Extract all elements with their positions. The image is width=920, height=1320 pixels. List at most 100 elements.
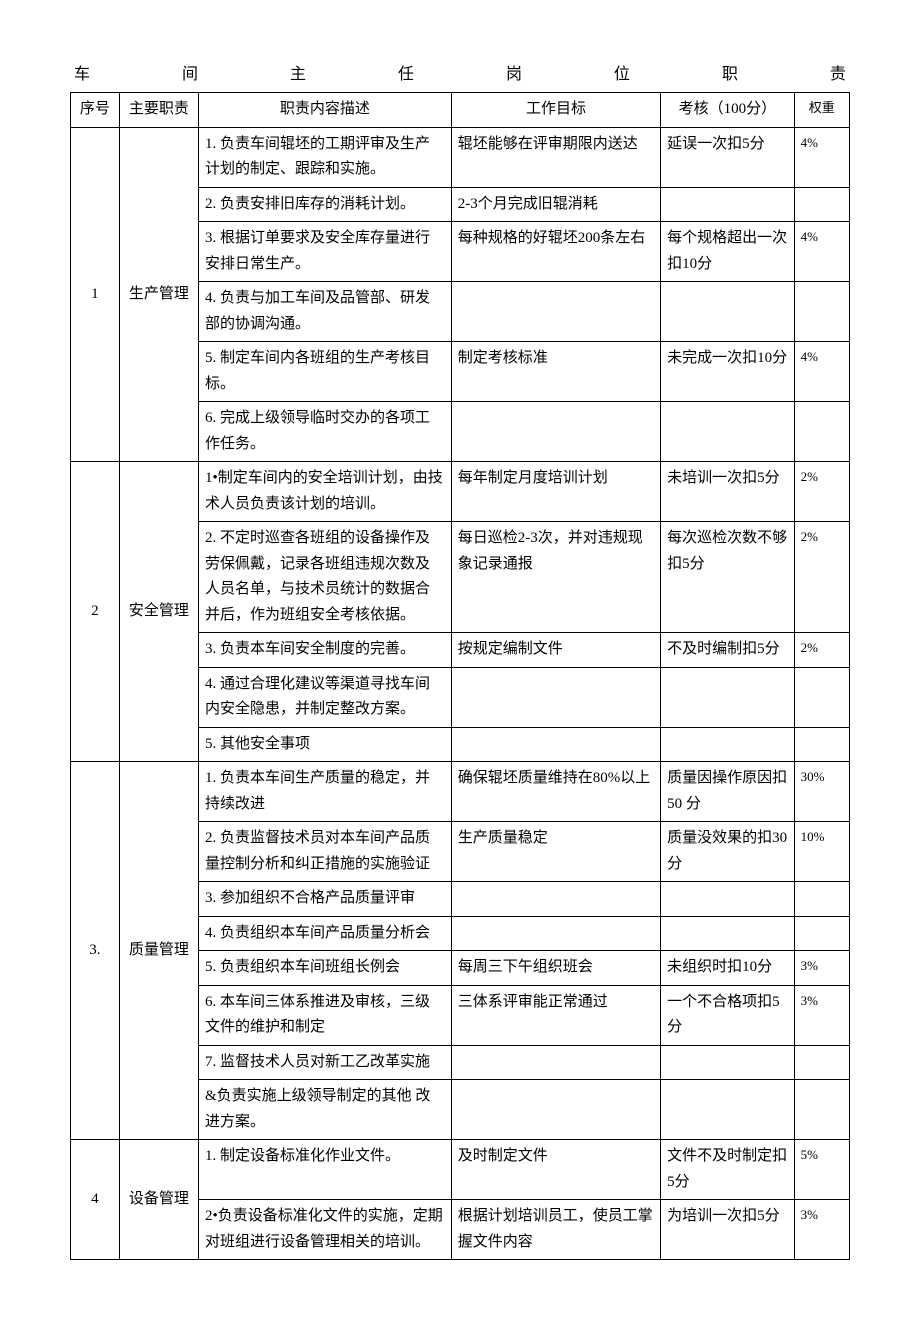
title-char: 间 [182,60,198,84]
cell-weight [794,1080,849,1140]
cell-desc: 5. 负责组织本车间班组长例会 [199,951,452,986]
cell-desc: 4. 负责组织本车间产品质量分析会 [199,916,452,951]
cell-goal: 根据计划培训员工，使员工掌握文件内容 [451,1200,660,1260]
header-score: 考核（100分） [661,93,794,128]
cell-weight: 2% [794,462,849,522]
cell-desc: 1. 负责本车间生产质量的稳定，并持续改进 [199,762,452,822]
cell-weight [794,1045,849,1080]
cell-weight [794,402,849,462]
cell-desc: 1. 制定设备标准化作业文件。 [199,1140,452,1200]
cell-desc: 2•负责设备标准化文件的实施，定期对班组进行设备管理相关的培训。 [199,1200,452,1260]
cell-score: 质量没效果的扣30分 [661,822,794,882]
title-char: 职 [722,60,738,84]
cell-duty: 质量管理 [119,762,198,1140]
cell-weight: 4% [794,342,849,402]
cell-weight: 3% [794,985,849,1045]
header-desc: 职责内容描述 [199,93,452,128]
cell-duty: 设备管理 [119,1140,198,1260]
cell-weight: 4% [794,127,849,187]
header-goal: 工作目标 [451,93,660,128]
table-row: 4设备管理1. 制定设备标准化作业文件。及时制定文件文件不及时制定扣5分5% [71,1140,850,1200]
cell-score [661,667,794,727]
cell-idx: 1 [71,127,120,462]
cell-goal: 2-3个月完成旧辊消耗 [451,187,660,222]
cell-goal: 每日巡检2-3次，并对违规现象记录通报 [451,522,660,633]
cell-score: 一个不合格项扣5分 [661,985,794,1045]
cell-weight [794,667,849,727]
header-duty: 主要职责 [119,93,198,128]
cell-goal: 确保辊坯质量维持在80%以上 [451,762,660,822]
cell-goal: 及时制定文件 [451,1140,660,1200]
cell-weight: 3% [794,1200,849,1260]
cell-desc: 7. 监督技术人员对新工乙改革实施 [199,1045,452,1080]
cell-score: 延误一次扣5分 [661,127,794,187]
cell-goal: 每周三下午组织班会 [451,951,660,986]
cell-weight [794,882,849,917]
cell-goal [451,282,660,342]
cell-duty: 安全管理 [119,462,198,762]
cell-goal [451,727,660,762]
header-weight: 权重 [794,93,849,128]
cell-weight: 4% [794,222,849,282]
cell-weight: 10% [794,822,849,882]
cell-desc: 3. 参加组织不合格产品质量评审 [199,882,452,917]
cell-duty: 生产管理 [119,127,198,462]
cell-desc: 6. 本车间三体系推进及审核，三级文件的维护和制定 [199,985,452,1045]
cell-goal [451,1080,660,1140]
cell-weight: 5% [794,1140,849,1200]
cell-weight [794,727,849,762]
cell-desc: 3. 负责本车间安全制度的完善。 [199,633,452,668]
title-char: 车 [74,60,90,84]
cell-goal: 三体系评审能正常通过 [451,985,660,1045]
cell-desc: 5. 制定车间内各班组的生产考核目标。 [199,342,452,402]
cell-desc: 5. 其他安全事项 [199,727,452,762]
cell-score: 每次巡检次数不够扣5分 [661,522,794,633]
table-header-row: 序号 主要职责 职责内容描述 工作目标 考核（100分） 权重 [71,93,850,128]
table-row: 2安全管理1•制定车间内的安全培训计划，由技术人员负责该计划的培训。每年制定月度… [71,462,850,522]
title-char: 位 [614,60,630,84]
cell-score [661,282,794,342]
cell-weight [794,282,849,342]
cell-score [661,1080,794,1140]
cell-goal: 每年制定月度培训计划 [451,462,660,522]
table-row: 3.质量管理1. 负责本车间生产质量的稳定，并持续改进确保辊坯质量维持在80%以… [71,762,850,822]
cell-goal [451,1045,660,1080]
title-char: 任 [398,60,414,84]
cell-goal [451,667,660,727]
cell-desc: 3. 根据订单要求及安全库存量进行安排日常生产。 [199,222,452,282]
title-char: 责 [830,60,846,84]
cell-weight [794,187,849,222]
cell-score [661,187,794,222]
cell-desc: 2. 不定时巡查各班组的设备操作及劳保佩戴，记录各班组违规次数及人员名单，与技术… [199,522,452,633]
cell-score [661,727,794,762]
cell-idx: 2 [71,462,120,762]
table-row: 1生产管理1. 负责车间辊坯的工期评审及生产计划的制定、跟踪和实施。辊坯能够在评… [71,127,850,187]
cell-desc: &负责实施上级领导制定的其他 改进方案。 [199,1080,452,1140]
cell-weight: 3% [794,951,849,986]
cell-goal: 辊坯能够在评审期限内送达 [451,127,660,187]
cell-weight [794,916,849,951]
title-char: 岗 [506,60,522,84]
cell-score: 未组织时扣10分 [661,951,794,986]
cell-desc: 1. 负责车间辊坯的工期评审及生产计划的制定、跟踪和实施。 [199,127,452,187]
cell-goal: 生产质量稳定 [451,822,660,882]
cell-score: 为培训一次扣5分 [661,1200,794,1260]
cell-desc: 6. 完成上级领导临时交办的各项工作任务。 [199,402,452,462]
cell-score: 质量因操作原因扣50 分 [661,762,794,822]
cell-score [661,1045,794,1080]
cell-score [661,916,794,951]
cell-desc: 2. 负责安排旧库存的消耗计划。 [199,187,452,222]
cell-goal [451,916,660,951]
cell-weight: 2% [794,522,849,633]
cell-score: 未完成一次扣10分 [661,342,794,402]
cell-desc: 2. 负责监督技术员对本车间产品质量控制分析和纠正措施的实施验证 [199,822,452,882]
cell-score [661,402,794,462]
cell-score: 每个规格超出一次扣10分 [661,222,794,282]
cell-goal: 制定考核标准 [451,342,660,402]
cell-score [661,882,794,917]
cell-goal [451,882,660,917]
title-char: 主 [290,60,306,84]
cell-score: 文件不及时制定扣5分 [661,1140,794,1200]
document-title: 车 间 主 任 岗 位 职 责 [70,60,850,84]
cell-desc: 4. 通过合理化建议等渠道寻找车间内安全隐患，并制定整改方案。 [199,667,452,727]
